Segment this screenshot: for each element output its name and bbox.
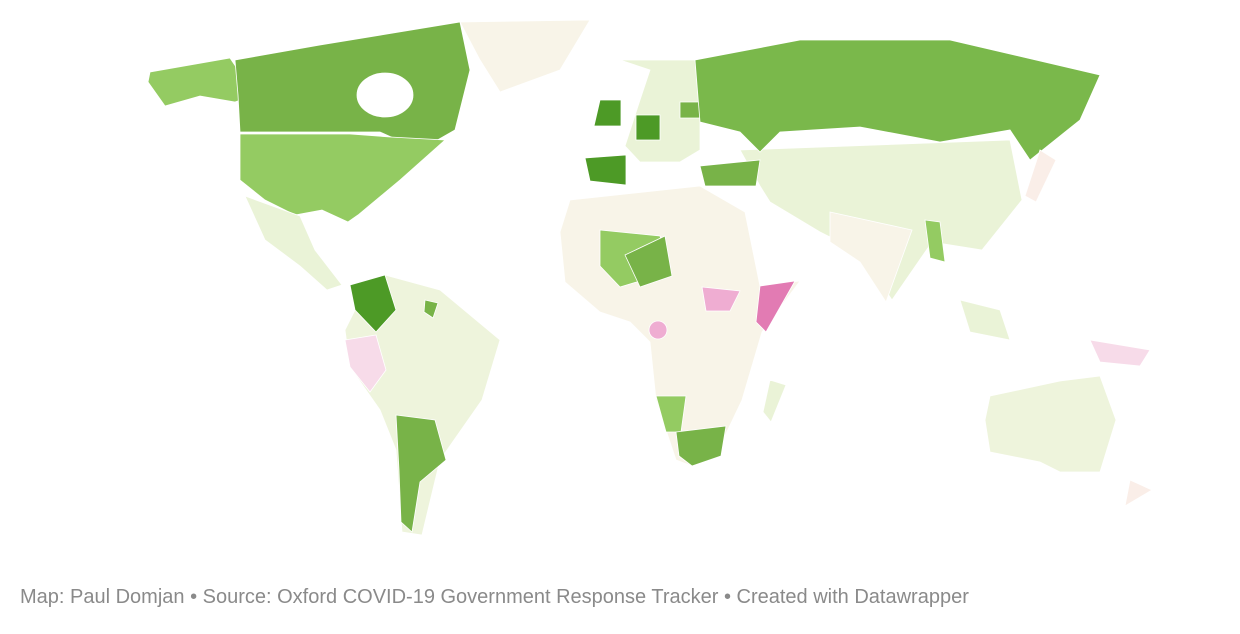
belarus — [679, 101, 701, 119]
south-sudan — [701, 286, 741, 312]
australia — [984, 375, 1117, 473]
oceania — [984, 375, 1153, 507]
africa — [559, 185, 801, 467]
gabon — [648, 320, 668, 340]
new-zealand — [1124, 479, 1153, 507]
europe — [584, 59, 701, 186]
turkey — [699, 159, 761, 187]
japan — [1024, 149, 1057, 203]
world-map — [147, 19, 1153, 536]
greenland — [459, 19, 591, 93]
guyana — [423, 299, 439, 319]
canada — [234, 21, 471, 151]
spain — [584, 154, 627, 186]
uk — [593, 99, 622, 127]
asia-body — [739, 139, 1023, 301]
india — [829, 211, 913, 303]
niger-nigeria — [624, 235, 673, 288]
russia — [694, 39, 1101, 161]
se-asia-islands — [959, 299, 1011, 341]
footer-credit: Map: Paul Domjan • Source: Oxford COVID-… — [20, 586, 969, 608]
somalia — [755, 280, 796, 333]
alaska — [147, 57, 256, 107]
argentina — [395, 414, 447, 533]
south-africa — [675, 425, 727, 467]
myanmar — [924, 219, 946, 263]
germany — [635, 114, 661, 141]
usa — [239, 133, 446, 223]
madagascar — [762, 379, 787, 423]
hudson-bay — [356, 72, 414, 118]
peru — [344, 334, 387, 393]
papua-new-guinea — [1089, 339, 1151, 367]
south-america — [344, 274, 501, 536]
north-america — [147, 19, 591, 291]
mexico-central-america — [244, 195, 343, 291]
asia — [694, 39, 1151, 367]
colombia — [349, 274, 397, 333]
